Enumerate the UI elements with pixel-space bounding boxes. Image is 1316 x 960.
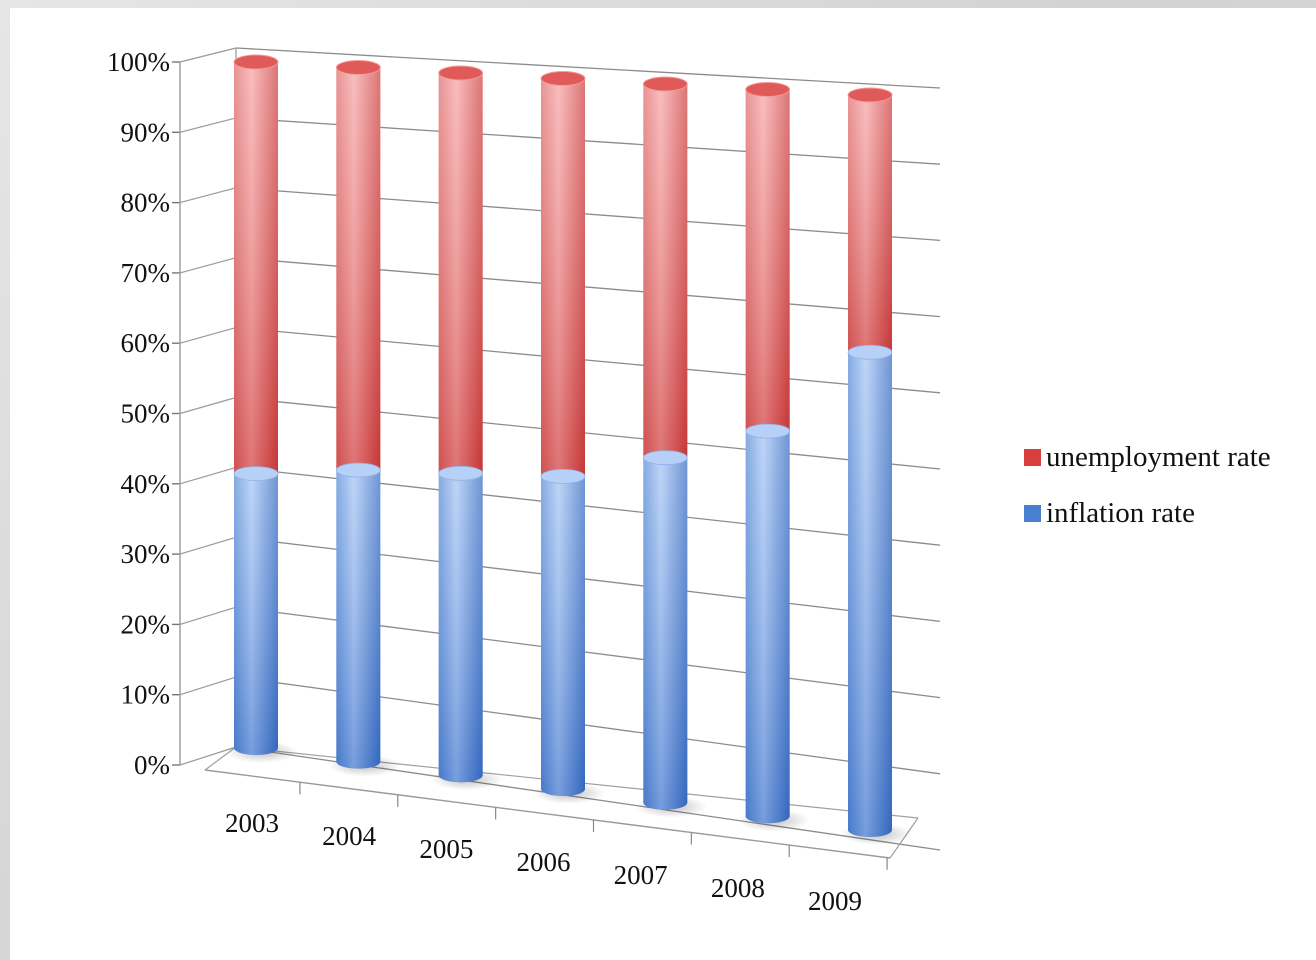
bar-top-cap	[642, 76, 688, 92]
bar-split-cap	[745, 423, 791, 439]
bar-2007	[635, 76, 708, 818]
side-gridline	[179, 606, 237, 625]
legend-label: inflation rate	[1046, 497, 1195, 529]
bar-2009	[840, 87, 912, 845]
bar-segment-unemployment-shade	[745, 89, 790, 439]
y-tick-label: 50%	[121, 399, 171, 429]
bar-segment-unemployment-shade	[336, 67, 381, 478]
bar-top-cap	[745, 82, 791, 97]
bar-segment-inflation-shade	[643, 457, 688, 810]
bar-segment-inflation-shade	[541, 476, 585, 796]
side-gridline	[179, 327, 237, 344]
bar-2005	[430, 65, 503, 791]
bar-2008	[737, 82, 810, 832]
bar-segment-inflation-shade	[336, 470, 381, 769]
bar-segment-inflation-shade	[848, 352, 892, 837]
bar-split-cap	[438, 465, 484, 481]
x-tick-label: 2003	[225, 808, 279, 838]
y-tick-label: 20%	[121, 609, 171, 639]
side-gridline	[179, 466, 237, 485]
legend-item: unemployment rate	[1024, 441, 1271, 473]
legend-swatch	[1024, 505, 1041, 522]
side-gridline	[179, 536, 237, 555]
bar-segment-unemployment-shade	[234, 62, 278, 481]
bar-split-cap	[233, 466, 279, 482]
y-tick-label: 60%	[121, 328, 171, 358]
bar-segment-inflation-shade	[234, 473, 278, 755]
side-gridline	[179, 257, 237, 274]
side-gridline	[179, 47, 237, 63]
x-tick-label: 2008	[711, 873, 765, 903]
bar-split-cap	[540, 468, 586, 484]
bar-2004	[328, 60, 401, 777]
x-tick-label: 2004	[322, 821, 377, 851]
x-tick-label: 2009	[808, 886, 862, 916]
bar-segment-inflation-shade	[438, 473, 483, 783]
y-tick-label: 30%	[121, 539, 171, 569]
side-gridline	[179, 117, 237, 133]
bar-2003	[226, 54, 298, 763]
y-tick-label: 40%	[121, 469, 171, 499]
side-gridline	[179, 396, 237, 415]
x-tick-label: 2006	[517, 847, 571, 877]
y-tick-label: 70%	[121, 258, 171, 288]
bar-split-cap	[642, 450, 688, 466]
legend-label: unemployment rate	[1046, 441, 1271, 473]
bar-segment-unemployment-shade	[848, 95, 892, 360]
bar-top-cap	[335, 60, 381, 75]
bar-segment-inflation-shade	[745, 431, 790, 824]
y-tick-label: 100%	[107, 47, 170, 77]
bar-split-cap	[847, 344, 893, 360]
y-tick-label: 80%	[121, 188, 171, 218]
chart-tick-labels: 0% 10% 20% 30% 40% 50% 60% 70% 80% 90% 100% 2003 200…	[107, 47, 862, 916]
gridline	[235, 47, 941, 89]
bar-segment-unemployment-shade	[541, 78, 585, 484]
bar-top-cap	[233, 54, 279, 70]
side-gridline	[179, 676, 237, 696]
y-tick-label: 10%	[121, 680, 171, 710]
side-gridline	[179, 187, 237, 204]
bar-2006	[533, 71, 605, 804]
y-tick-label: 0%	[134, 750, 170, 780]
bar-segment-unemployment-shade	[438, 73, 483, 481]
chart-legend: unemployment rate inflation rate	[1024, 441, 1271, 529]
x-tick-label: 2007	[614, 860, 668, 890]
y-tick-label: 90%	[121, 117, 171, 147]
x-axis-line	[204, 769, 891, 859]
legend-item: inflation rate	[1024, 497, 1195, 529]
chart-bars	[226, 54, 912, 845]
bar-top-cap	[847, 87, 893, 103]
bar-top-cap	[438, 65, 484, 81]
legend-swatch	[1024, 449, 1041, 466]
x-tick-label: 2005	[419, 834, 473, 864]
bar-segment-unemployment-shade	[643, 84, 688, 465]
bar-top-cap	[540, 71, 586, 86]
bar-split-cap	[335, 462, 381, 478]
